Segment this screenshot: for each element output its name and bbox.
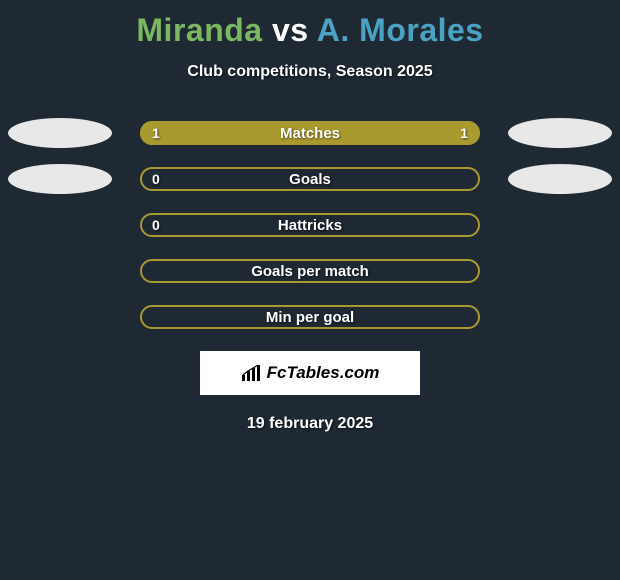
title-vs: vs — [263, 12, 317, 48]
stat-label: Hattricks — [278, 217, 342, 234]
bar-chart-icon — [241, 364, 261, 382]
stat-row: Goals 0 — [0, 167, 620, 191]
player-right-ellipse — [508, 118, 612, 148]
stat-bar: Goals per match — [140, 259, 480, 283]
stat-value-left: 1 — [152, 121, 160, 145]
stat-row: Goals per match — [0, 259, 620, 283]
date-line: 19 february 2025 — [0, 415, 620, 433]
logo-badge: FcTables.com — [200, 351, 420, 395]
stat-rows-container: Matches 1 1 Goals 0 Hattricks 0 Goals per match… — [0, 121, 620, 329]
stat-bar: Hattricks 0 — [140, 213, 480, 237]
stat-value-right: 1 — [460, 121, 468, 145]
stat-label: Min per goal — [266, 309, 354, 326]
player-left-ellipse — [8, 118, 112, 148]
stat-label: Goals per match — [251, 263, 369, 280]
player-right-name: A. Morales — [317, 12, 484, 48]
stat-bar: Goals 0 — [140, 167, 480, 191]
stat-bar: Min per goal — [140, 305, 480, 329]
subtitle: Club competitions, Season 2025 — [0, 63, 620, 81]
logo-text: FcTables.com — [267, 363, 380, 383]
stat-row: Min per goal — [0, 305, 620, 329]
stat-bar: Matches 1 1 — [140, 121, 480, 145]
stat-row: Hattricks 0 — [0, 213, 620, 237]
stat-label: Matches — [280, 125, 340, 142]
player-right-ellipse — [508, 164, 612, 194]
page-title: Miranda vs A. Morales — [0, 0, 620, 49]
stat-label: Goals — [289, 171, 331, 188]
stat-row: Matches 1 1 — [0, 121, 620, 145]
stat-value-left: 0 — [152, 167, 160, 191]
stat-value-left: 0 — [152, 213, 160, 237]
player-left-ellipse — [8, 164, 112, 194]
player-left-name: Miranda — [136, 12, 262, 48]
